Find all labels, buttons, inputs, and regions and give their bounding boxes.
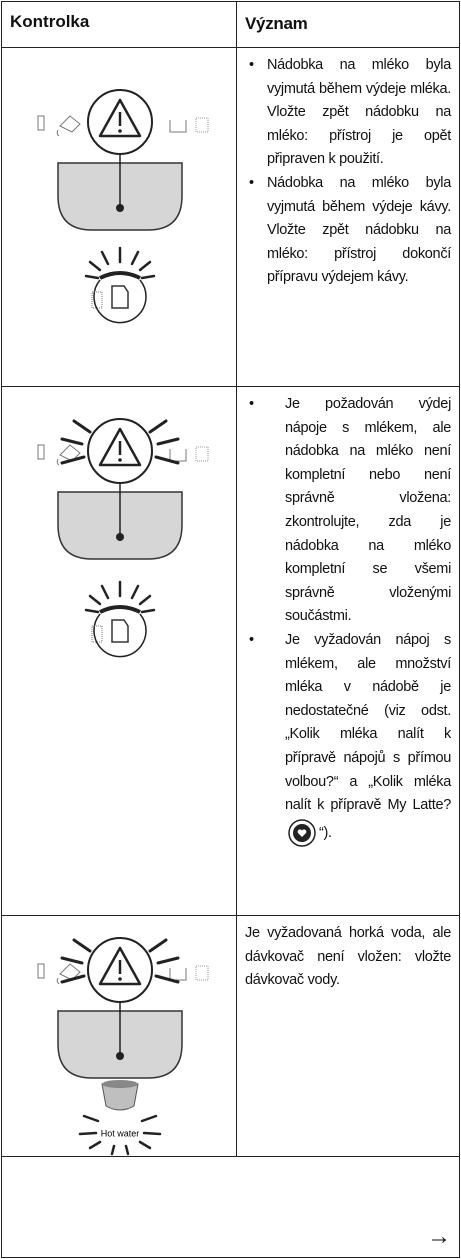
indicator-cell [2, 48, 237, 386]
table-row: Hot water Je vyžadovaná horká voda, ale … [2, 916, 459, 1156]
icon-label: Hot water [101, 1128, 140, 1138]
meaning-cell: Nádobka na mléko byla vyjmutá během výde… [237, 48, 459, 386]
bullet-list: Je požadován výdej nápoje s mlékem, ale … [245, 393, 451, 848]
next-arrow: → [427, 1223, 451, 1250]
bullet-list: Nádobka na mléko byla vyjmutá během výde… [245, 54, 451, 290]
header-row: Kontrolka Význam [2, 2, 459, 48]
bullet-text: “). [319, 824, 332, 841]
bullet: Nádobka na mléko byla vyjmutá během výde… [245, 54, 451, 172]
bullet: Je vyžadován nápoj s mlékem, ale množstv… [245, 629, 451, 848]
header-cell: Kontrolka [2, 2, 237, 47]
indicator-icon: Hot water [36, 936, 210, 1156]
header-cell: Význam [245, 14, 308, 33]
table-row: Nádobka na mléko byla vyjmutá během výde… [2, 48, 459, 387]
heart-icon [288, 818, 316, 847]
bullet-text: Je vyžadován nápoj s mlékem, ale množstv… [285, 631, 451, 814]
indicator-icon [36, 88, 210, 325]
indicator-cell [2, 387, 237, 915]
footer: → [1, 1155, 460, 1258]
meaning-cell: Je vyžadovaná horká voda, ale dávkovač n… [237, 916, 459, 1156]
table-row: Je požadován výdej nápoje s mlékem, ale … [2, 387, 459, 916]
table: Kontrolka Význam Nádobka na mléko byla v… [1, 1, 460, 1157]
meaning-cell: Je požadován výdej nápoje s mlékem, ale … [237, 387, 459, 915]
meaning-text: Je vyžadovaná horká voda, ale dávkovač n… [245, 925, 451, 989]
indicator-icon [36, 417, 210, 659]
bullet: Je požadován výdej nápoje s mlékem, ale … [245, 393, 451, 629]
bullet: Nádobka na mléko byla vyjmutá během výde… [245, 172, 451, 290]
indicator-cell: Hot water [2, 916, 237, 1156]
